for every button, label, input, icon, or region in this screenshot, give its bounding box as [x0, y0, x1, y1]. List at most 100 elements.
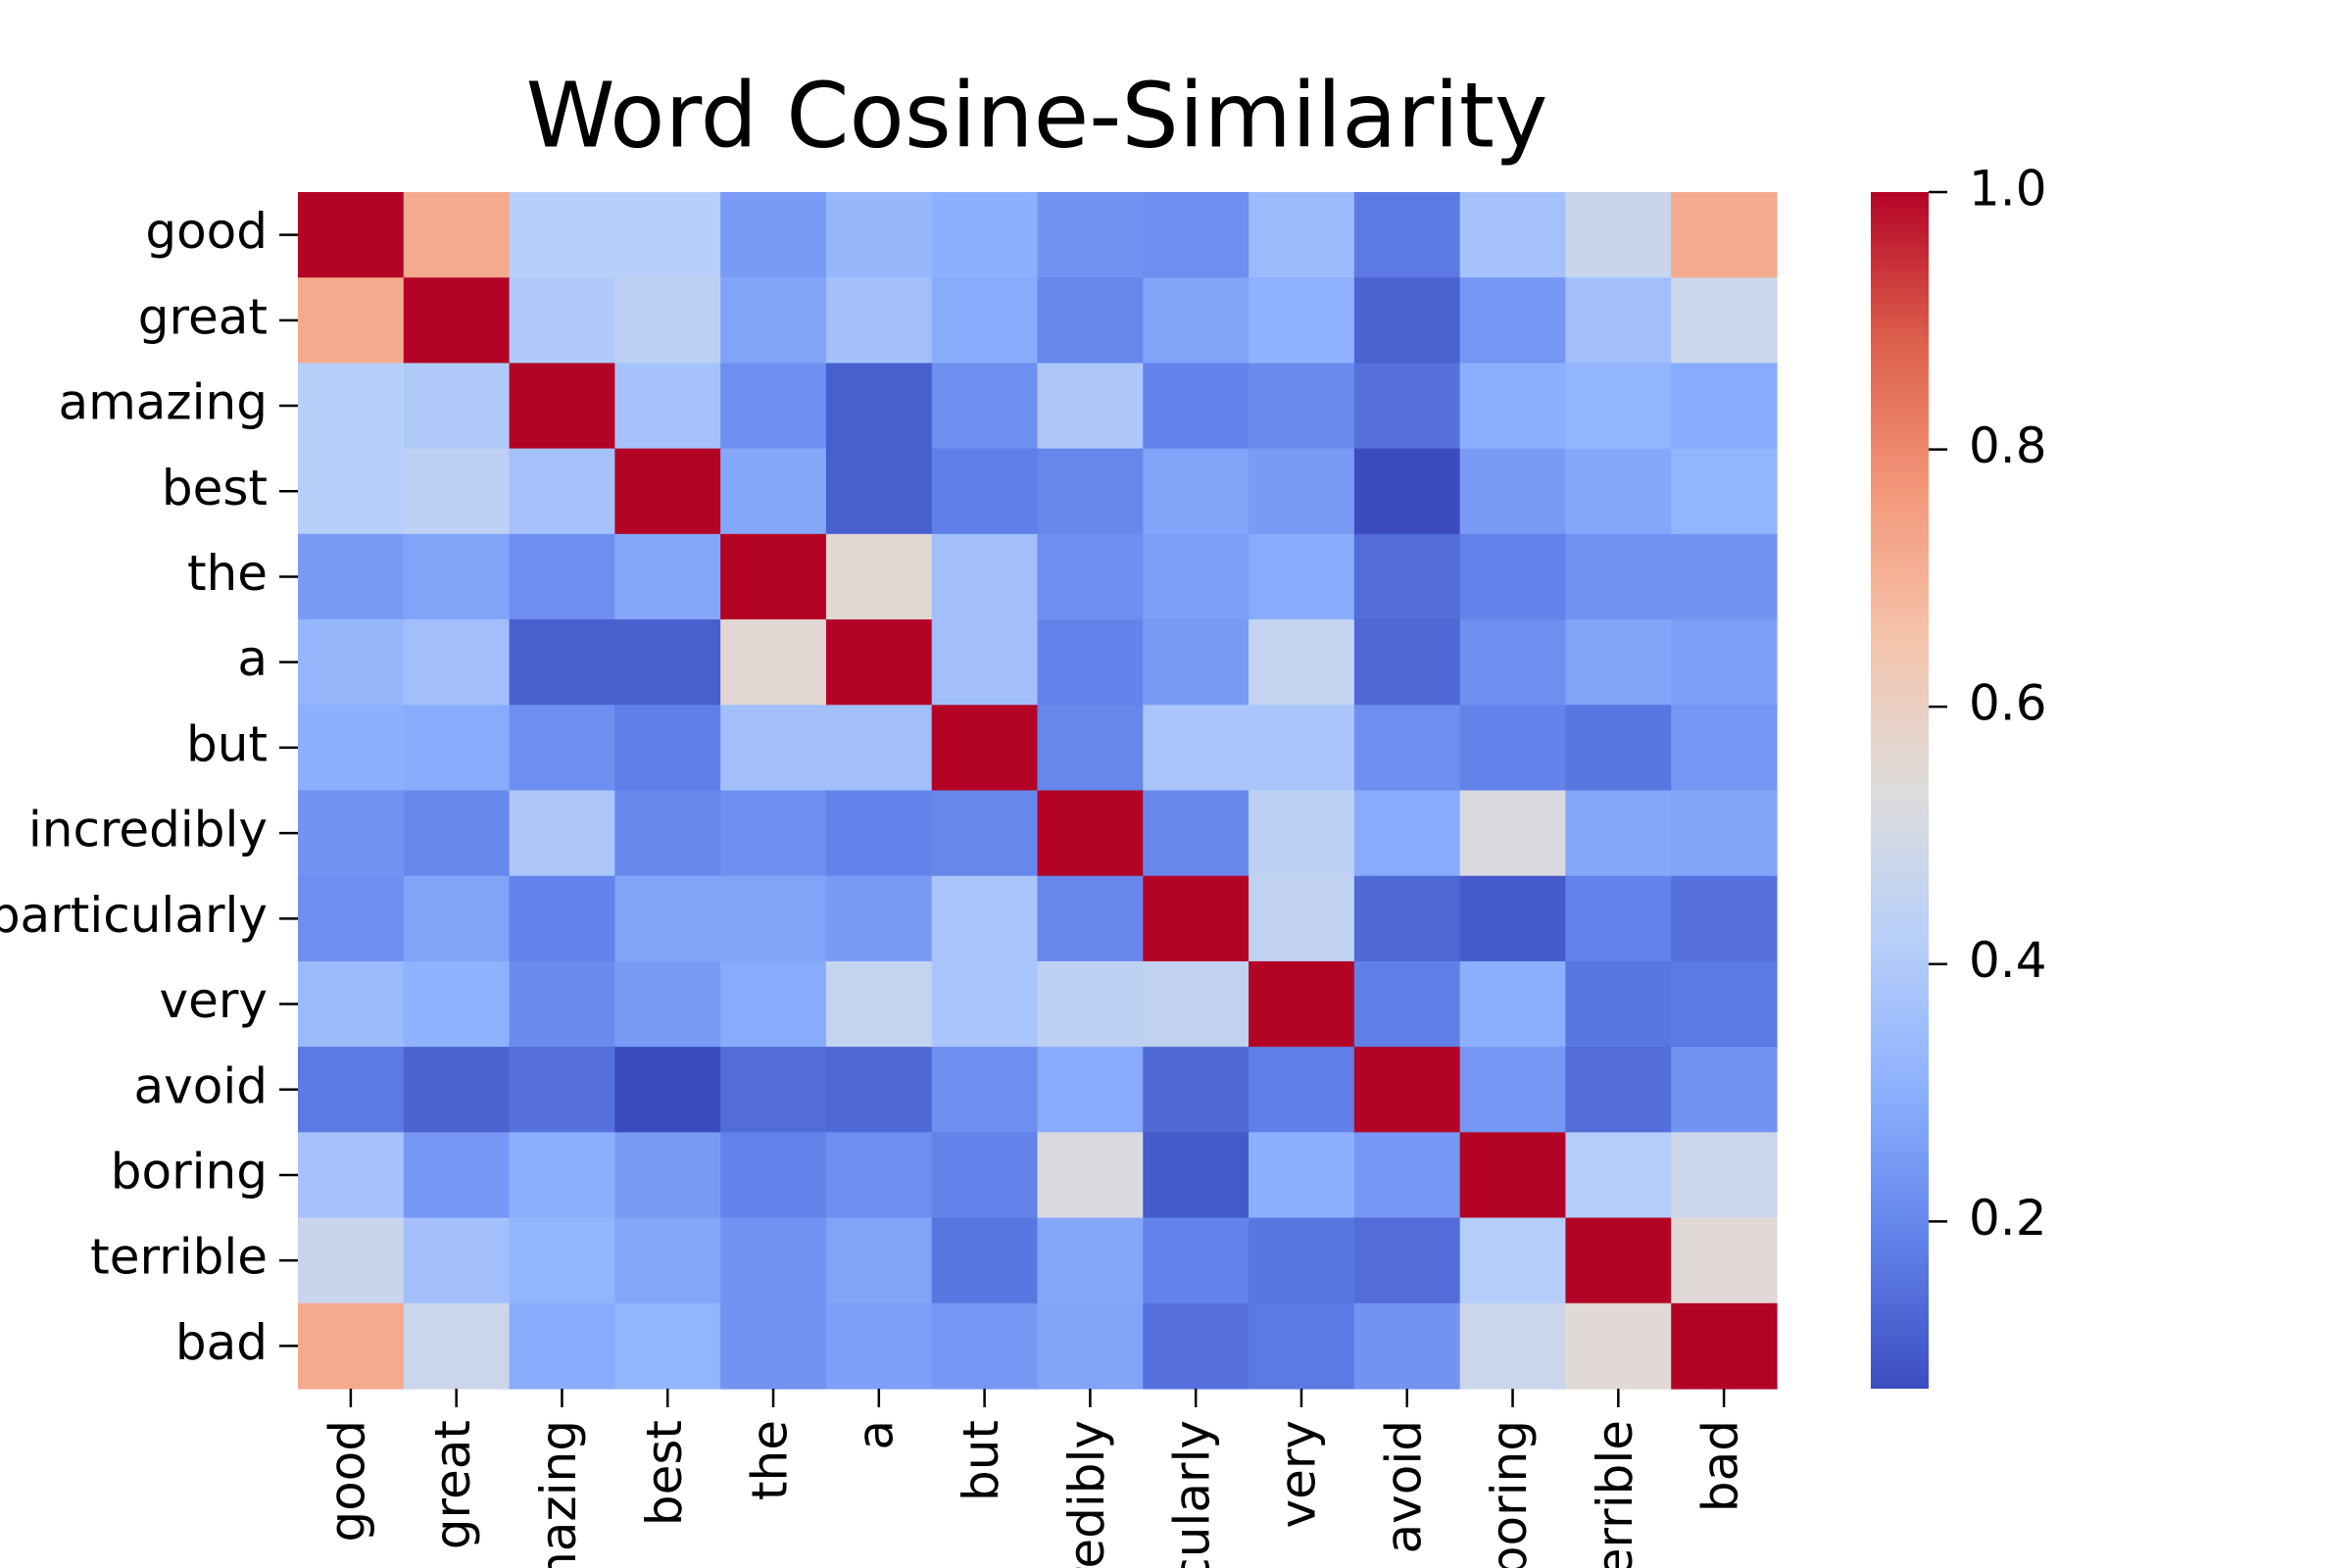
y-tick-label: avoid [134, 1057, 268, 1114]
heatmap-cell [1459, 960, 1567, 1048]
heatmap-cell [931, 192, 1039, 278]
heatmap-cell [298, 277, 405, 365]
heatmap-cell [403, 1132, 511, 1219]
heatmap-cell [931, 705, 1039, 792]
heatmap-cell [931, 960, 1039, 1048]
heatmap-cell [1671, 1132, 1778, 1219]
heatmap-cell [403, 277, 511, 365]
heatmap-cell [720, 960, 827, 1048]
heatmap-cell [614, 1047, 721, 1133]
heatmap-cell [720, 533, 827, 620]
heatmap-cell [1565, 533, 1672, 620]
heatmap-cell [298, 1047, 405, 1133]
heatmap-cell [509, 1132, 615, 1219]
heatmap-cell [298, 619, 405, 706]
y-tick-label: the [187, 545, 268, 602]
heatmap-cell [1459, 277, 1567, 365]
heatmap-cell [1143, 1132, 1250, 1219]
heatmap-cell [1037, 1132, 1144, 1219]
heatmap-cell [720, 875, 827, 962]
x-tick-label: avoid [1375, 1420, 1432, 1553]
heatmap-cell [298, 1302, 405, 1390]
heatmap-cell [1565, 1047, 1672, 1133]
x-tick-label: but [953, 1420, 1009, 1501]
heatmap-cell [1249, 277, 1355, 365]
heatmap-cell [614, 448, 721, 535]
y-tick-label: bad [175, 1314, 268, 1371]
heatmap-cell [1565, 363, 1672, 450]
heatmap-cell [298, 448, 405, 535]
heatmap-cell [1671, 192, 1778, 278]
heatmap-cell [1565, 1302, 1672, 1390]
colorbar-tick-label: 1.0 [1969, 161, 2047, 218]
heatmap-cell [1353, 960, 1461, 1048]
heatmap-cell [1037, 1217, 1144, 1304]
x-tick-label: good [318, 1420, 375, 1543]
colorbar-tick-label: 0.6 [1969, 675, 2047, 732]
heatmap-cell [1037, 619, 1144, 706]
heatmap-cell [509, 277, 615, 365]
y-tick-label: good [145, 203, 268, 260]
heatmap-cell [1671, 1302, 1778, 1390]
heatmap-cell [931, 1132, 1039, 1219]
heatmap-cell [1459, 192, 1567, 278]
x-tick-label: very [1269, 1420, 1326, 1529]
heatmap-cell [1565, 790, 1672, 877]
y-tick-label: incredibly [28, 802, 268, 858]
heatmap-cell [1671, 1047, 1778, 1133]
heatmap-cell [403, 1047, 511, 1133]
x-tick-label: great [424, 1420, 481, 1549]
heatmap-cell [825, 619, 933, 706]
heatmap-cell [298, 1217, 405, 1304]
heatmap-cell [403, 363, 511, 450]
y-tick-label: a [237, 630, 268, 687]
heatmap-cell [1459, 705, 1567, 792]
heatmap-cell [1671, 875, 1778, 962]
heatmap-cell [931, 790, 1039, 877]
heatmap-cell [1353, 533, 1461, 620]
heatmap-cell [1565, 960, 1672, 1048]
heatmap-cell [1249, 619, 1355, 706]
heatmap-cell [825, 533, 933, 620]
heatmap-cell [1249, 1217, 1355, 1304]
heatmap-cell [403, 875, 511, 962]
colorbar-tick-label: 0.2 [1969, 1190, 2047, 1247]
heatmap-cell [509, 1217, 615, 1304]
heatmap-cell [1671, 448, 1778, 535]
heatmap-cell [825, 1217, 933, 1304]
heatmap-cell [509, 790, 615, 877]
heatmap-cell [931, 533, 1039, 620]
heatmap-cell [720, 192, 827, 278]
heatmap-cell [1565, 705, 1672, 792]
x-tick-label: bad [1692, 1420, 1749, 1512]
heatmap-cell [825, 1132, 933, 1219]
heatmap-cell [931, 875, 1039, 962]
heatmap-cell [614, 363, 721, 450]
heatmap-cell [825, 705, 933, 792]
heatmap-cell [1565, 1132, 1672, 1219]
heatmap-cell [1353, 875, 1461, 962]
heatmap-cell [1249, 533, 1355, 620]
heatmap-cell [1671, 1217, 1778, 1304]
heatmap-cell [1037, 277, 1144, 365]
heatmap-cell [509, 192, 615, 278]
heatmap-cell [298, 1132, 405, 1219]
heatmap-cell [1459, 1047, 1567, 1133]
colorbar [1871, 192, 1929, 1389]
heatmap-cell [825, 1302, 933, 1390]
heatmap-cell [1459, 875, 1567, 962]
heatmap-cell [720, 448, 827, 535]
heatmap-cell [1353, 277, 1461, 365]
x-tick-label: boring [1481, 1420, 1538, 1568]
heatmap-cell [1459, 533, 1567, 620]
heatmap-cell [1459, 790, 1567, 877]
heatmap-cell [1037, 448, 1144, 535]
heatmap-cell [1459, 1217, 1567, 1304]
heatmap-cell [298, 192, 405, 278]
x-tick-label: a [847, 1420, 904, 1450]
heatmap-cell [1249, 960, 1355, 1048]
heatmap-cell [1353, 1302, 1461, 1390]
heatmap-cell [1671, 960, 1778, 1048]
heatmap-cell [1143, 1047, 1250, 1133]
y-tick-label: great [138, 288, 268, 345]
